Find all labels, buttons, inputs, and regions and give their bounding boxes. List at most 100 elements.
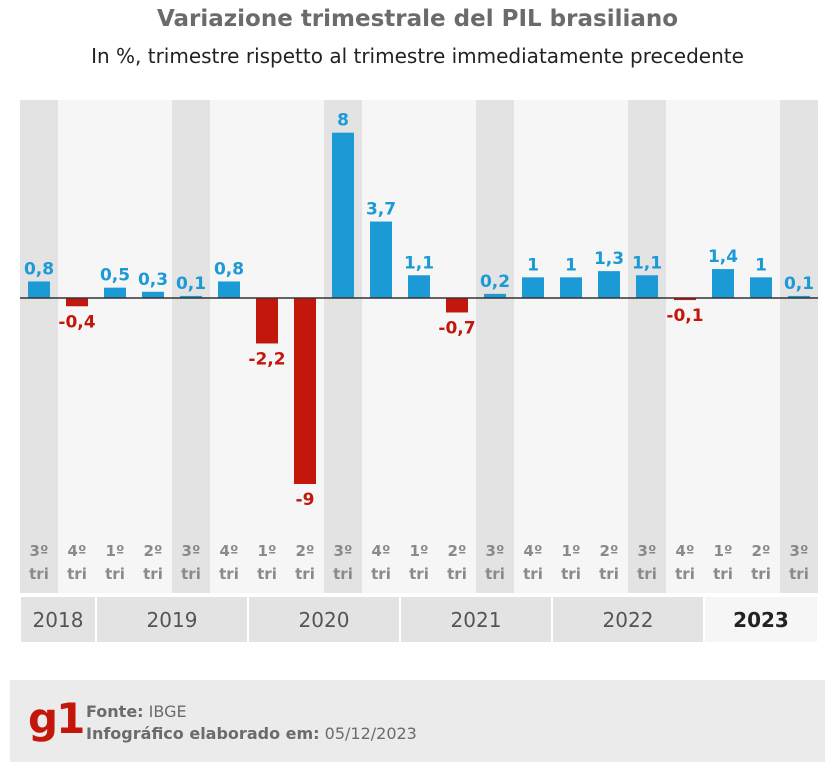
date-label: Infográfico elaborado em: — [86, 724, 320, 743]
x-tick-label: 2º — [600, 542, 619, 560]
x-tick-label: 3º — [486, 542, 505, 560]
x-tick-label: tri — [523, 565, 543, 583]
bar — [180, 295, 202, 298]
bar — [522, 277, 544, 298]
x-tick-label: 2º — [144, 542, 163, 560]
g1-logo: g1 — [28, 694, 85, 743]
x-tick-label: tri — [599, 565, 619, 583]
column-background — [780, 100, 818, 593]
x-tick-label: tri — [29, 565, 49, 583]
x-tick-label: 4º — [676, 542, 695, 560]
bar — [256, 298, 278, 344]
column-background — [438, 100, 476, 593]
year-band — [21, 597, 95, 642]
x-tick-label: 1º — [714, 542, 733, 560]
data-label: 0,2 — [480, 272, 510, 292]
year-label: 2022 — [603, 608, 654, 632]
x-tick-label: tri — [713, 565, 733, 583]
x-tick-label: 2º — [296, 542, 315, 560]
bar — [104, 287, 126, 298]
x-tick-label: tri — [143, 565, 163, 583]
year-label: 2020 — [299, 608, 350, 632]
bar — [788, 295, 810, 298]
source-value: IBGE — [148, 702, 187, 721]
column-background — [172, 100, 210, 593]
bar — [446, 298, 468, 313]
data-label: 0,3 — [138, 270, 168, 290]
data-label: 0,1 — [176, 274, 206, 294]
year-label: 2023 — [733, 608, 789, 632]
data-label: 0,8 — [214, 259, 244, 279]
x-tick-label: 3º — [334, 542, 353, 560]
data-label: -2,2 — [248, 349, 285, 369]
data-label: 0,5 — [100, 266, 130, 286]
data-label: 3,7 — [366, 200, 396, 220]
x-tick-label: tri — [295, 565, 315, 583]
column-background — [134, 100, 172, 593]
bar — [142, 291, 164, 298]
data-label: -0,4 — [58, 312, 95, 332]
data-label: 0,1 — [784, 274, 814, 294]
x-tick-label: tri — [447, 565, 467, 583]
year-label: 2018 — [33, 608, 84, 632]
column-background — [514, 100, 552, 593]
bar — [712, 269, 734, 298]
x-tick-label: tri — [219, 565, 239, 583]
bar — [332, 132, 354, 298]
x-tick-label: 1º — [410, 542, 429, 560]
data-label: 1 — [565, 255, 577, 275]
data-label: 1 — [755, 255, 767, 275]
year-band — [553, 597, 703, 642]
bar — [484, 293, 506, 298]
date-value: 05/12/2023 — [324, 724, 417, 743]
x-tick-label: tri — [181, 565, 201, 583]
chart-title: Variazione trimestrale del PIL brasilian… — [156, 6, 679, 32]
x-tick-label: tri — [371, 565, 391, 583]
data-label: -0,1 — [666, 306, 703, 326]
x-tick-label: 3º — [790, 542, 809, 560]
x-tick-label: 2º — [752, 542, 771, 560]
x-tick-label: 4º — [524, 542, 543, 560]
x-tick-label: tri — [637, 565, 657, 583]
x-tick-label: 4º — [372, 542, 391, 560]
x-tick-label: 1º — [562, 542, 581, 560]
x-tick-label: tri — [257, 565, 277, 583]
bar — [218, 281, 240, 298]
year-band — [249, 597, 399, 642]
column-background — [210, 100, 248, 593]
data-label: 1,1 — [632, 253, 662, 273]
column-background — [628, 100, 666, 593]
bar — [408, 275, 430, 298]
year-label: 2021 — [451, 608, 502, 632]
data-label: 1,1 — [404, 253, 434, 273]
bar — [598, 271, 620, 298]
source-line: Fonte: IBGE — [86, 702, 187, 721]
x-tick-label: tri — [675, 565, 695, 583]
x-tick-label: tri — [105, 565, 125, 583]
year-label: 2019 — [147, 608, 198, 632]
year-band — [97, 597, 247, 642]
x-tick-label: 1º — [258, 542, 277, 560]
x-tick-label: 3º — [30, 542, 49, 560]
x-tick-label: 4º — [68, 542, 87, 560]
column-background — [590, 100, 628, 593]
date-line: Infográfico elaborado em: 05/12/2023 — [86, 724, 417, 743]
column-background — [704, 100, 742, 593]
bar — [560, 277, 582, 298]
x-tick-label: tri — [333, 565, 353, 583]
column-background — [362, 100, 400, 593]
x-tick-label: 4º — [220, 542, 239, 560]
column-background — [742, 100, 780, 593]
x-tick-label: 3º — [182, 542, 201, 560]
column-background — [552, 100, 590, 593]
source-label: Fonte: — [86, 702, 144, 721]
bar — [28, 281, 50, 298]
x-tick-label: tri — [561, 565, 581, 583]
bar — [370, 221, 392, 298]
chart-subtitle: In %, trimestre rispetto al trimestre im… — [91, 44, 744, 68]
year-band — [705, 597, 817, 642]
column-background — [400, 100, 438, 593]
bar — [66, 298, 88, 307]
data-label: 1,4 — [708, 247, 738, 267]
bar — [636, 275, 658, 298]
